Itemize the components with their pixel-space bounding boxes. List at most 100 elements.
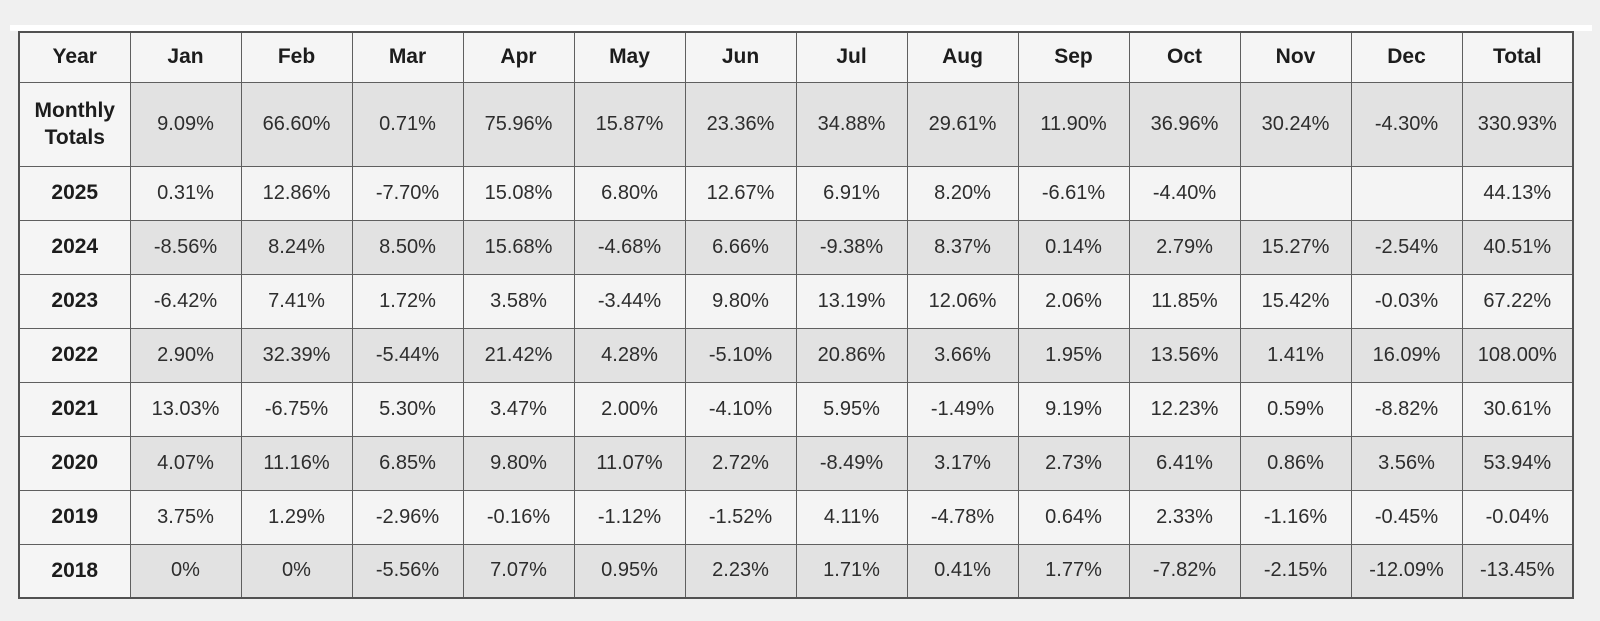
value-cell: 32.39% [240, 327, 353, 383]
value-cell: 12.23% [1128, 381, 1241, 437]
value-cell: 11.07% [573, 435, 686, 491]
value-cell: 15.08% [462, 165, 575, 221]
value-cell: -2.15% [1239, 543, 1352, 599]
value-cell: 3.66% [906, 327, 1019, 383]
value-cell: 75.96% [462, 81, 575, 167]
table-row: 2018 0% 0% -5.56% 7.07% 0.95% 2.23% 1.71% 0.41% 1… [18, 543, 1574, 599]
value-cell: 2.90% [129, 327, 242, 383]
value-cell: -0.03% [1350, 273, 1463, 329]
value-cell: 330.93% [1461, 81, 1574, 167]
row-label: 2021 [18, 381, 131, 437]
value-cell: -4.40% [1128, 165, 1241, 221]
content-divider [10, 25, 1592, 31]
value-cell [1239, 165, 1352, 221]
value-cell: 6.91% [795, 165, 908, 221]
table-row: 2025 0.31% 12.86% -7.70% 15.08% 6.80% 12.67% 6.… [18, 165, 1574, 221]
row-label: 2019 [18, 489, 131, 545]
value-cell: 2.33% [1128, 489, 1241, 545]
value-cell: 7.07% [462, 543, 575, 599]
value-cell: 3.17% [906, 435, 1019, 491]
value-cell: 11.85% [1128, 273, 1241, 329]
value-cell: 2.00% [573, 381, 686, 437]
value-cell: 6.41% [1128, 435, 1241, 491]
value-cell: -5.56% [351, 543, 464, 599]
value-cell: 15.42% [1239, 273, 1352, 329]
value-cell: 2.73% [1017, 435, 1130, 491]
value-cell: 0.59% [1239, 381, 1352, 437]
value-cell: 5.95% [795, 381, 908, 437]
value-cell: 12.06% [906, 273, 1019, 329]
value-cell: 2.06% [1017, 273, 1130, 329]
table-header: Year Jan Feb Mar Apr May Jun Jul Aug Sep Oct Nov Dec… [18, 31, 1574, 83]
value-cell: -7.82% [1128, 543, 1241, 599]
value-cell: 8.50% [351, 219, 464, 275]
value-cell: 20.86% [795, 327, 908, 383]
table-row: 2020 4.07% 11.16% 6.85% 9.80% 11.07% 2.72% -8.4… [18, 435, 1574, 491]
value-cell: 0.64% [1017, 489, 1130, 545]
value-cell: 15.68% [462, 219, 575, 275]
value-cell: 1.72% [351, 273, 464, 329]
column-header-feb: Feb [240, 31, 353, 83]
value-cell: 1.41% [1239, 327, 1352, 383]
value-cell: 0.95% [573, 543, 686, 599]
value-cell: 9.80% [684, 273, 797, 329]
value-cell: 15.27% [1239, 219, 1352, 275]
table-body: Monthly Totals 9.09% 66.60% 0.71% 75.96% 15.8… [18, 81, 1574, 599]
row-label: Monthly Totals [18, 81, 131, 167]
column-header-total: Total [1461, 31, 1574, 83]
table-row: Monthly Totals 9.09% 66.60% 0.71% 75.96% 15.8… [18, 81, 1574, 167]
value-cell: 16.09% [1350, 327, 1463, 383]
value-cell: 0% [129, 543, 242, 599]
column-header-nov: Nov [1239, 31, 1352, 83]
value-cell: 6.80% [573, 165, 686, 221]
value-cell: 15.87% [573, 81, 686, 167]
value-cell: -4.68% [573, 219, 686, 275]
column-header-apr: Apr [462, 31, 575, 83]
monthly-returns-table: Year Jan Feb Mar Apr May Jun Jul Aug Sep Oct Nov Dec… [18, 31, 1574, 599]
table-row: 2024 -8.56% 8.24% 8.50% 15.68% -4.68% 6.66% -9.… [18, 219, 1574, 275]
value-cell: 21.42% [462, 327, 575, 383]
row-label: 2025 [18, 165, 131, 221]
table-row: 2021 13.03% -6.75% 5.30% 3.47% 2.00% -4.10% 5.9… [18, 381, 1574, 437]
value-cell: 2.23% [684, 543, 797, 599]
value-cell: 1.95% [1017, 327, 1130, 383]
value-cell: 3.56% [1350, 435, 1463, 491]
column-header-mar: Mar [351, 31, 464, 83]
value-cell: 66.60% [240, 81, 353, 167]
value-cell: -0.04% [1461, 489, 1574, 545]
value-cell: 108.00% [1461, 327, 1574, 383]
value-cell: 34.88% [795, 81, 908, 167]
value-cell: 0.41% [906, 543, 1019, 599]
value-cell: 13.56% [1128, 327, 1241, 383]
value-cell: 11.16% [240, 435, 353, 491]
value-cell: -5.10% [684, 327, 797, 383]
value-cell: 36.96% [1128, 81, 1241, 167]
value-cell: 12.86% [240, 165, 353, 221]
value-cell: -0.16% [462, 489, 575, 545]
value-cell: -1.52% [684, 489, 797, 545]
table-row: 2019 3.75% 1.29% -2.96% -0.16% -1.12% -1.52% 4.… [18, 489, 1574, 545]
column-header-dec: Dec [1350, 31, 1463, 83]
row-label: 2018 [18, 543, 131, 599]
value-cell: 44.13% [1461, 165, 1574, 221]
value-cell: -8.82% [1350, 381, 1463, 437]
value-cell: 6.85% [351, 435, 464, 491]
table-row: 2023 -6.42% 7.41% 1.72% 3.58% -3.44% 9.80% 13.1… [18, 273, 1574, 329]
value-cell: 3.47% [462, 381, 575, 437]
value-cell: 7.41% [240, 273, 353, 329]
value-cell: 4.28% [573, 327, 686, 383]
column-header-jul: Jul [795, 31, 908, 83]
value-cell: -4.30% [1350, 81, 1463, 167]
value-cell: -6.61% [1017, 165, 1130, 221]
value-cell: 0.86% [1239, 435, 1352, 491]
column-header-oct: Oct [1128, 31, 1241, 83]
value-cell: -4.10% [684, 381, 797, 437]
value-cell: 13.03% [129, 381, 242, 437]
value-cell: 30.24% [1239, 81, 1352, 167]
column-header-year: Year [18, 31, 131, 83]
value-cell: 0.31% [129, 165, 242, 221]
value-cell: 9.19% [1017, 381, 1130, 437]
value-cell: 30.61% [1461, 381, 1574, 437]
value-cell: -6.75% [240, 381, 353, 437]
value-cell: 2.79% [1128, 219, 1241, 275]
